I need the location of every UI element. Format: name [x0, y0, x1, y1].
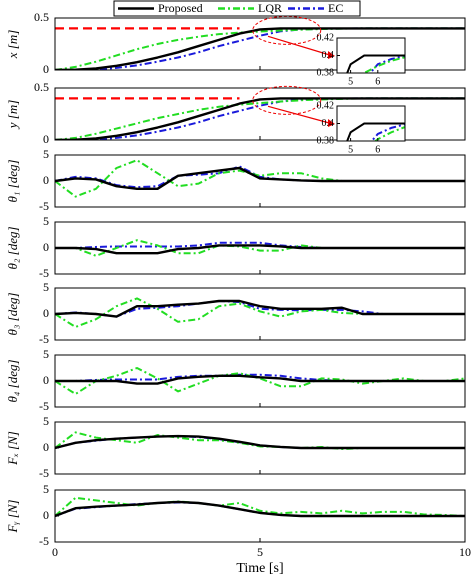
series-line: [55, 299, 465, 318]
y-tick-label: -5: [39, 332, 49, 346]
x-tick-label: 0: [52, 545, 58, 559]
inset-series: [346, 122, 405, 141]
series-group: [55, 27, 465, 70]
y-axis-label: y [m]: [5, 100, 20, 131]
legend-label: Proposed: [158, 1, 203, 15]
y-axis-label: Fₓ [N]: [5, 431, 20, 466]
y-axis-label: θ₁ [deg]: [5, 159, 20, 202]
y-tick-label: 5: [43, 347, 49, 361]
zoom-ellipse: [252, 85, 322, 115]
series-line: [55, 496, 465, 517]
axes-frame: [54, 354, 466, 408]
subplot: -5 0 5 θ₃ [deg]: [5, 280, 466, 346]
y-tick-label: 0: [43, 508, 49, 522]
series-line: [55, 373, 465, 382]
y-tick-label: -5: [39, 534, 49, 548]
inset: 0.38 0.4 0.42 5 6: [317, 100, 406, 155]
series-group: [55, 431, 465, 451]
legend: Proposed LQR EC: [113, 0, 361, 17]
axes-frame: [54, 489, 466, 543]
y-tick-label: 0: [43, 62, 49, 76]
subplot: -5 0 5 Fₓ [N]: [5, 414, 466, 480]
y-tick-label: 0: [43, 440, 49, 454]
inset-x-tick-label: 5: [348, 76, 353, 87]
subplot: -5 0 5 θ₂ [deg]: [5, 214, 466, 280]
series-line: [55, 27, 465, 70]
series-line: [55, 244, 465, 255]
y-axis-label: θ₃ [deg]: [5, 292, 20, 335]
zoom-arrowhead: [328, 51, 335, 59]
zoom-arrow: [267, 35, 334, 57]
y-axis-label: θ₄ [deg]: [5, 359, 20, 402]
inset: 0.38 0.4 0.42 5 6: [317, 32, 406, 87]
axes-frame: [54, 154, 466, 208]
y-tick-label: 0: [43, 132, 49, 146]
y-tick-label: 5: [43, 414, 49, 428]
axes-frame: [54, 287, 466, 341]
series-line: [55, 500, 465, 518]
series-group: [55, 297, 465, 328]
series-group: [55, 97, 465, 140]
inset-series-line: [346, 122, 405, 141]
axes-frame: [54, 421, 466, 475]
inset-y-tick-label: 0.42: [317, 32, 335, 43]
series-group: [55, 239, 465, 257]
axes-frame: [54, 17, 466, 71]
y-tick-label: 0.5: [34, 80, 49, 94]
inset-x-tick-label: 6: [375, 76, 380, 87]
y-tick-label: 5: [43, 214, 49, 228]
inset-y-tick-label: 0.38: [317, 67, 335, 78]
y-tick-label: 5: [43, 147, 49, 161]
legend-label: LQR: [258, 1, 282, 15]
inset-x-tick-label: 5: [348, 144, 353, 155]
y-axis-label: Fᵧ [N]: [5, 500, 20, 534]
y-tick-label: -5: [39, 399, 49, 413]
series-line: [55, 367, 465, 395]
zoom-arrow: [267, 105, 334, 125]
inset-y-tick-label: 0.42: [317, 100, 335, 111]
subplot: 0 0.5 y [m] 0.38 0.4 0.42 5 6: [5, 80, 466, 155]
series-group: [55, 496, 465, 518]
subplot: -5 0 5 θ₄ [deg]: [5, 347, 466, 413]
y-tick-label: -5: [39, 266, 49, 280]
axes-frame: [54, 221, 466, 275]
inset-series-line: [346, 54, 405, 73]
y-tick-label: 0: [43, 306, 49, 320]
series-group: [55, 367, 465, 395]
series-line: [55, 434, 465, 450]
series-group: [55, 159, 465, 198]
legend-label: EC: [328, 1, 343, 15]
series-line: [55, 97, 465, 140]
y-tick-label: 0: [43, 373, 49, 387]
y-tick-label: 0: [43, 173, 49, 187]
series-line: [55, 166, 465, 190]
inset-series: [346, 54, 405, 73]
y-tick-label: 0.5: [34, 10, 49, 24]
y-tick-label: 5: [43, 482, 49, 496]
inset-x-tick-label: 6: [375, 144, 380, 155]
inset-y-tick-label: 0.4: [322, 118, 335, 129]
y-axis-label: θ₂ [deg]: [5, 226, 20, 269]
series-line: [55, 241, 465, 249]
inset-y-tick-label: 0.38: [317, 135, 335, 146]
x-axis-label: Time [s]: [236, 561, 283, 576]
y-tick-label: -5: [39, 466, 49, 480]
x-tick-label: 5: [257, 545, 263, 559]
x-tick-label: 10: [459, 545, 471, 559]
series-line: [55, 374, 465, 385]
axes-frame: [54, 87, 466, 141]
subplot: -5 0 5 θ₁ [deg]: [5, 147, 466, 213]
y-tick-label: 0: [43, 240, 49, 254]
zoom-arrowhead: [328, 119, 335, 127]
y-tick-label: -5: [39, 199, 49, 213]
y-tick-label: 5: [43, 280, 49, 294]
inset-y-tick-label: 0.4: [322, 50, 335, 61]
subplot: 0 0.5 x [m] 0.38 0.4 0.42 5 6: [5, 10, 466, 87]
y-axis-label: x [m]: [5, 30, 20, 60]
